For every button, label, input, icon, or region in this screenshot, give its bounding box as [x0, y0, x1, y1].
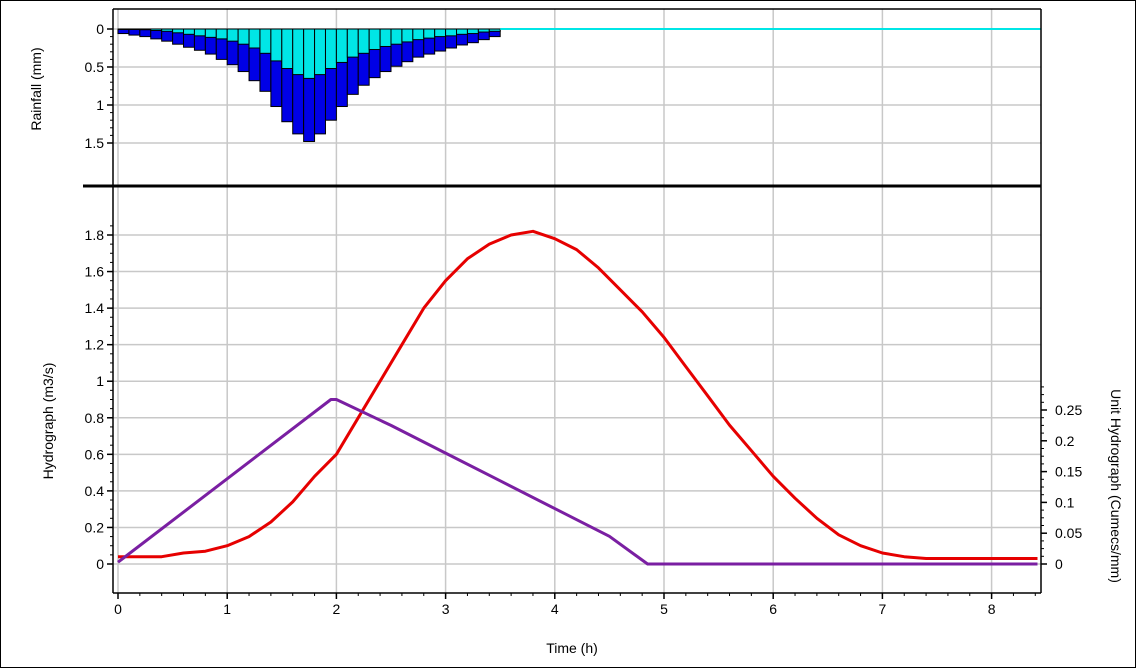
rainfall-effective-bar: [314, 28, 326, 76]
x-tick-label: 2: [333, 601, 341, 617]
rainfall-effective-bar: [259, 28, 272, 54]
rainfall-effective-bar: [335, 28, 348, 63]
unit-hydrograph-y-tick-label: 0.15: [1055, 464, 1082, 480]
rainfall-effective-bar: [423, 28, 436, 39]
x-tick-label: 5: [660, 601, 668, 617]
hydrograph-y-tick-label: 0.4: [85, 483, 105, 499]
rainfall-effective-bar: [303, 28, 316, 79]
rainfall-effective-bar: [226, 28, 239, 42]
rainfall-effective-bar: [434, 28, 447, 38]
x-tick-label: 0: [114, 601, 122, 617]
rainfall-effective-bar: [139, 28, 152, 31]
hydrograph-y-tick-label: 1.6: [85, 264, 105, 280]
x-axis-title: Time (h): [546, 640, 598, 656]
axes-layer: [83, 8, 1047, 599]
tick-labels-layer: 0 0.5 1 1.5 0 0.2 0.4 0.6 0.8 1 1.2 1.4 1.6 1.8 0 0.05 0…: [85, 21, 1083, 617]
rainfall-effective-bar: [379, 28, 392, 47]
rainfall-effective-bar: [150, 28, 163, 32]
hydrograph-y-tick-label: 0.6: [85, 446, 105, 462]
rainfall-effective-bar: [117, 28, 130, 30]
rainfall-effective-bar: [248, 28, 261, 49]
rainfall-effective-bar: [270, 28, 283, 62]
hydrograph-y-tick-label: 1.2: [85, 337, 105, 353]
rainfall-effective-bar: [193, 28, 206, 37]
rainfall-effective-bar: [183, 28, 195, 35]
hydrograph-y-tick-label: 1.8: [85, 227, 105, 243]
rainfall-effective-bar: [215, 28, 228, 40]
rainfall-axis-title: Rainfall (mm): [28, 47, 44, 130]
rainfall-y-tick-label: 1: [96, 97, 104, 113]
x-tick-label: 7: [879, 601, 887, 617]
rainfall-effective-bar: [456, 28, 468, 35]
rainfall-total-bars: [117, 28, 501, 142]
x-tick-label: 8: [988, 601, 996, 617]
rainfall-effective-bar: [161, 28, 174, 32]
rainfall-effective-bar: [477, 28, 490, 33]
x-tick-label: 6: [769, 601, 777, 617]
rainfall-effective-bar: [281, 28, 294, 70]
rainfall-effective-bar: [172, 28, 185, 34]
unit-hydrograph-y-tick-label: 0.05: [1055, 525, 1082, 541]
x-tick-label: 4: [551, 601, 559, 617]
hydrograph-y-tick-label: 1.4: [85, 300, 105, 316]
hydrograph-y-tick-label: 0: [96, 556, 104, 572]
rainfall-effective-bar: [368, 28, 381, 51]
rainfall-effective-bar: [401, 28, 414, 43]
hydrograph-y-tick-label: 1: [96, 373, 104, 389]
rainfall-effective-bar: [357, 28, 370, 54]
rainfall-effective-bar: [412, 28, 425, 41]
hydrograph-series-line: [118, 229, 1038, 560]
rainfall-effective-bar: [346, 28, 359, 58]
rainfall-effective-bar: [390, 28, 403, 45]
unit-hydrograph-y-tick-label: 0.1: [1055, 494, 1075, 510]
rainfall-effective-bars: [117, 28, 1041, 79]
unit-hydrograph-y-tick-label: 0: [1055, 556, 1063, 572]
x-tick-label: 3: [442, 601, 450, 617]
rainfall-y-tick-label: 0.5: [85, 59, 105, 75]
rainfall-effective-bar: [292, 28, 305, 76]
rainfall-effective-bar: [204, 28, 217, 38]
rainfall-y-tick-label: 0: [96, 21, 104, 37]
hydrograph-grid: [113, 186, 1041, 593]
unit-hydrograph-y-tick-label: 0.2: [1055, 433, 1075, 449]
rainfall-effective-bar: [466, 28, 479, 35]
hydrograph-axis-title: Hydrograph (m3/s): [40, 363, 56, 480]
rainfall-effective-bar: [128, 28, 141, 30]
series-layer: [117, 229, 1038, 566]
x-tick-label: 1: [223, 601, 231, 617]
rainfall-effective-bar: [324, 28, 337, 70]
hydrograph-y-tick-label: 0.8: [85, 410, 105, 426]
unit-hydrograph-series-line: [117, 398, 1038, 566]
rainfall-effective-bar: [445, 28, 458, 37]
unit-hydrograph-y-tick-label: 0.25: [1055, 402, 1082, 418]
unit-hydrograph-axis-title: Unit Hydrograph (Cumecs/mm): [1108, 389, 1124, 583]
rainfall-effective-bar: [237, 28, 250, 45]
rainfall-y-tick-label: 1.5: [85, 135, 105, 151]
rainfall-effective-bar: [488, 28, 501, 32]
hydrograph-y-tick-label: 0.2: [85, 519, 105, 535]
